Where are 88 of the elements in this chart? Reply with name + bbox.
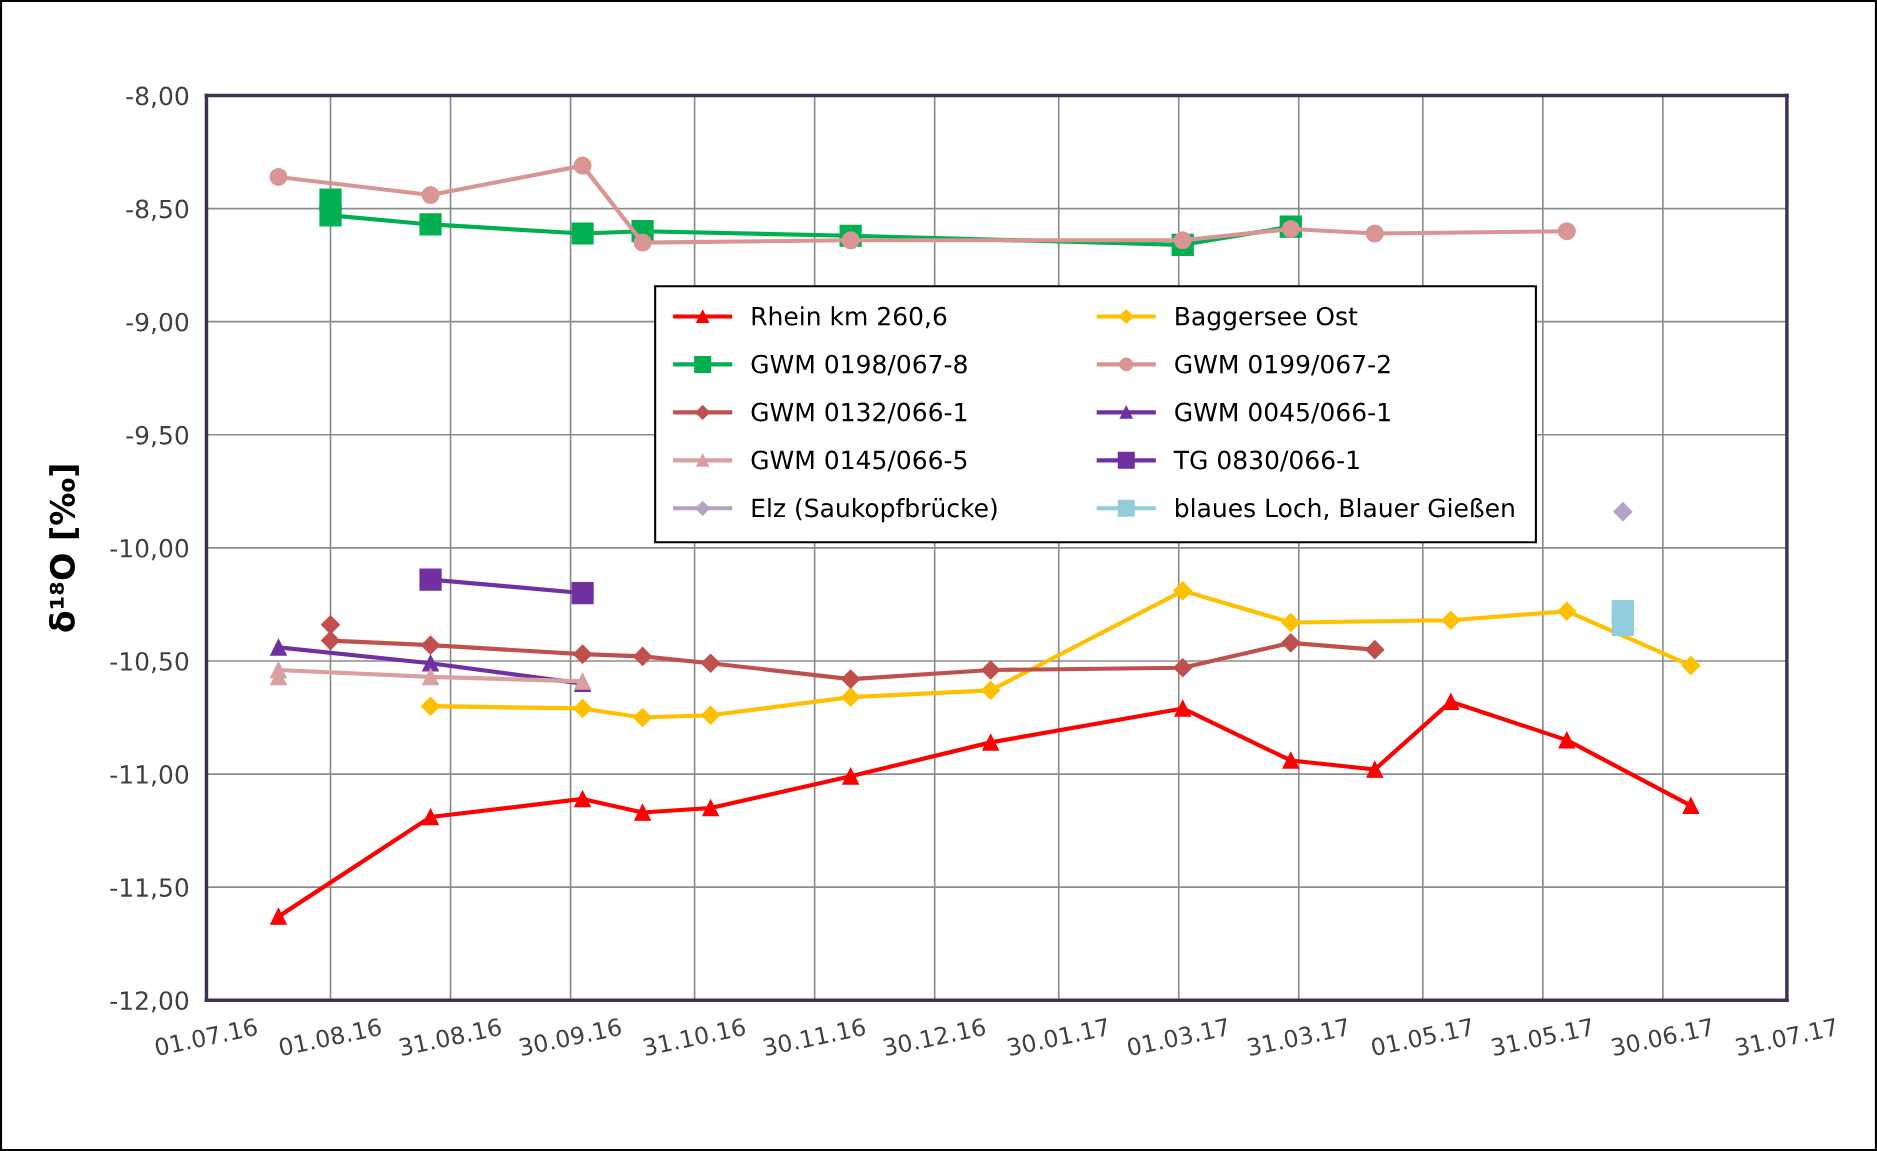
point (319, 204, 342, 227)
point (1557, 601, 1577, 621)
point (701, 653, 721, 673)
point (422, 654, 439, 672)
legend-label: Baggersee Ost (1176, 306, 1358, 331)
x-tick-label: 30.09.16 (518, 1017, 622, 1057)
x-tick-label: 01.03.17 (1126, 1017, 1230, 1057)
point (633, 233, 652, 252)
legend-label: GWM 0198/067-8 (751, 354, 967, 376)
x-tick-label: 01.08.16 (278, 1017, 382, 1057)
point (1557, 222, 1576, 241)
point (574, 790, 591, 808)
point (633, 646, 653, 666)
point (1441, 610, 1461, 630)
point (270, 639, 287, 656)
point (1365, 224, 1384, 243)
point (841, 669, 861, 689)
y-axis-title: δ¹⁸O [‰] (48, 465, 79, 632)
x-tick-label: 31.08.16 (398, 1017, 502, 1057)
point (420, 635, 441, 655)
y-tick-label: -10,50 (110, 651, 189, 674)
legend-label: blaues Loch, Blauer Gießen (1176, 498, 1514, 520)
point (1681, 655, 1701, 676)
x-tick-label: 01.07.16 (154, 1017, 258, 1057)
y-tick-label: -9,50 (126, 425, 189, 448)
x-tick-label: 30.01.17 (1006, 1017, 1110, 1057)
point (422, 808, 439, 826)
point (1173, 231, 1192, 250)
x-tick-label: 31.10.16 (642, 1017, 746, 1057)
legend-label: Elz (Saukopfbrücke) (752, 498, 997, 523)
x-tick-label: 31.05.17 (1490, 1017, 1594, 1057)
point (981, 660, 1001, 680)
legend-label: GWM 0045/066-1 (1175, 402, 1390, 424)
legend-label: GWM 0132/066-1 (751, 402, 967, 424)
point (1366, 761, 1384, 778)
point (573, 698, 593, 718)
point (982, 734, 1000, 751)
point (841, 687, 861, 707)
legend-label: GWM 0145/066-5 (751, 450, 967, 472)
legend-label: Rhein km 260,6 (752, 306, 947, 329)
point (320, 615, 341, 635)
point (571, 581, 594, 605)
point (1281, 633, 1301, 653)
point (1613, 502, 1633, 522)
point (702, 799, 719, 817)
point (571, 222, 594, 245)
x-tick-label: 31.03.17 (1246, 1017, 1350, 1057)
y-tick-label: -11,00 (110, 764, 189, 787)
point (1282, 752, 1300, 769)
y-tick-label: -9,00 (126, 312, 189, 335)
point (1442, 693, 1460, 711)
point (573, 156, 592, 175)
point (419, 568, 442, 591)
point (1611, 613, 1634, 636)
point (1173, 581, 1193, 601)
point (981, 680, 1001, 700)
point (633, 707, 653, 728)
point (1365, 640, 1385, 660)
point (320, 631, 341, 651)
point (421, 186, 440, 205)
y-tick-label: -8,50 (126, 199, 189, 222)
point (1173, 658, 1193, 678)
point (270, 661, 287, 679)
legend-label: TG 0830/066-1 (1173, 450, 1359, 472)
point (842, 767, 859, 785)
y-tick-label: -12,00 (110, 991, 189, 1013)
point (1558, 731, 1576, 749)
point (419, 213, 442, 236)
x-tick-label: 01.05.17 (1370, 1017, 1474, 1057)
point (269, 167, 288, 186)
point (634, 804, 651, 821)
y-tick-label: -11,50 (110, 878, 189, 900)
x-tick-label: 31.07.17 (1734, 1017, 1838, 1057)
point (1682, 797, 1700, 815)
point (701, 705, 721, 725)
x-tick-label: 30.12.16 (882, 1017, 987, 1057)
y-tick-label: -10,00 (110, 538, 189, 561)
point (1174, 700, 1192, 717)
x-tick-label: 30.06.17 (1610, 1017, 1714, 1057)
point (841, 231, 860, 250)
point (1281, 612, 1301, 633)
point (422, 668, 439, 686)
point (270, 908, 287, 925)
legend-label: GWM 0199/067-2 (1175, 354, 1390, 376)
y-tick-label: -8,00 (126, 86, 189, 108)
point (573, 644, 593, 664)
point (420, 696, 441, 716)
x-tick-label: 30.11.16 (762, 1017, 867, 1057)
